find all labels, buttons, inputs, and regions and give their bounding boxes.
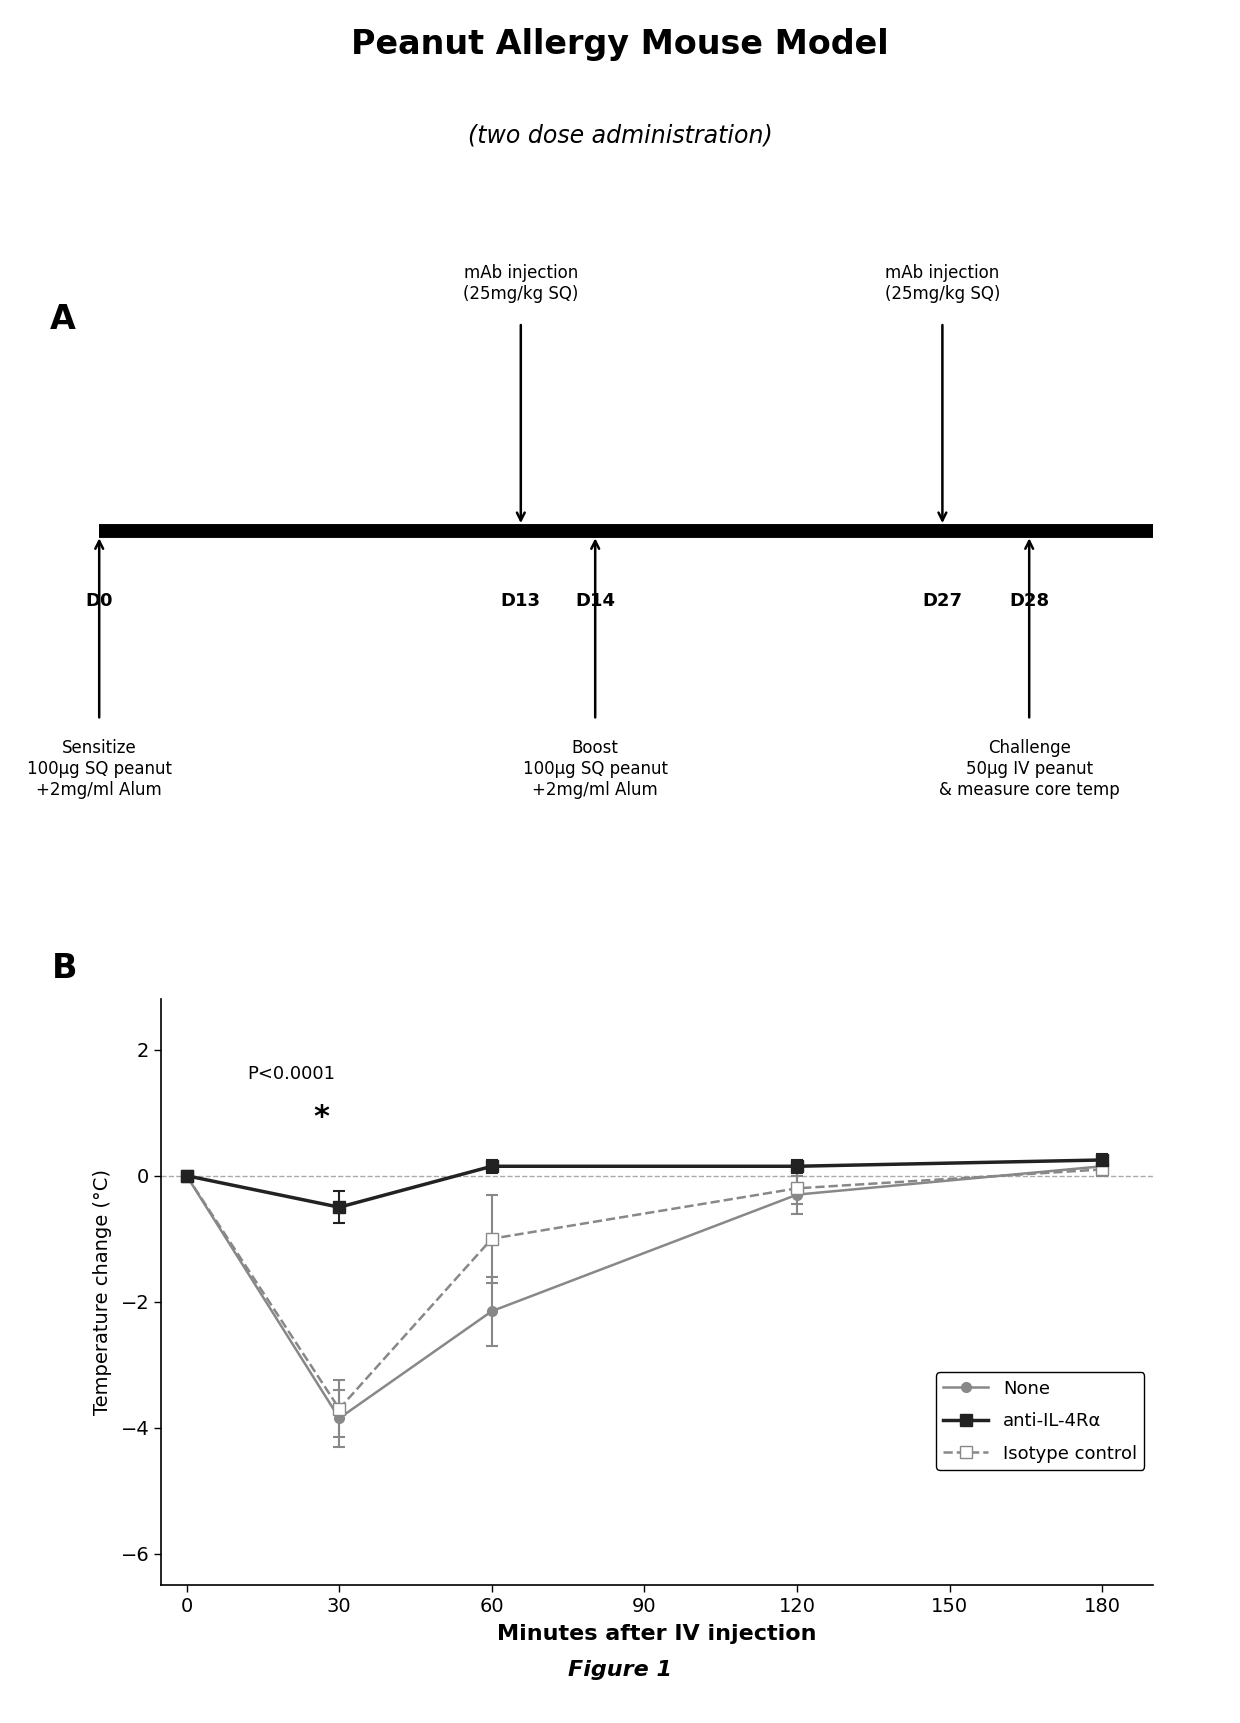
X-axis label: Minutes after IV injection: Minutes after IV injection — [497, 1625, 817, 1644]
Text: D13: D13 — [501, 593, 541, 610]
Text: A: A — [50, 303, 76, 336]
Text: P<0.0001: P<0.0001 — [248, 1065, 336, 1084]
Text: Boost
100μg SQ peanut
+2mg/ml Alum: Boost 100μg SQ peanut +2mg/ml Alum — [523, 739, 667, 799]
Text: Challenge
50μg IV peanut
& measure core temp: Challenge 50μg IV peanut & measure core … — [939, 739, 1120, 799]
Text: B: B — [52, 953, 78, 986]
Text: D27: D27 — [923, 593, 962, 610]
Text: *: * — [314, 1103, 330, 1132]
Text: D28: D28 — [1009, 593, 1049, 610]
Text: Sensitize
100μg SQ peanut
+2mg/ml Alum: Sensitize 100μg SQ peanut +2mg/ml Alum — [27, 739, 171, 799]
Text: Figure 1: Figure 1 — [568, 1659, 672, 1680]
Text: D0: D0 — [86, 593, 113, 610]
Y-axis label: Temperature change (°C): Temperature change (°C) — [93, 1170, 113, 1415]
Text: mAb injection
(25mg/kg SQ): mAb injection (25mg/kg SQ) — [463, 264, 579, 303]
Text: mAb injection
(25mg/kg SQ): mAb injection (25mg/kg SQ) — [884, 264, 1001, 303]
Text: D14: D14 — [575, 593, 615, 610]
Legend: None, anti-IL-4Rα, Isotype control: None, anti-IL-4Rα, Isotype control — [936, 1373, 1145, 1470]
Text: Peanut Allergy Mouse Model: Peanut Allergy Mouse Model — [351, 29, 889, 62]
Text: (two dose administration): (two dose administration) — [467, 124, 773, 146]
